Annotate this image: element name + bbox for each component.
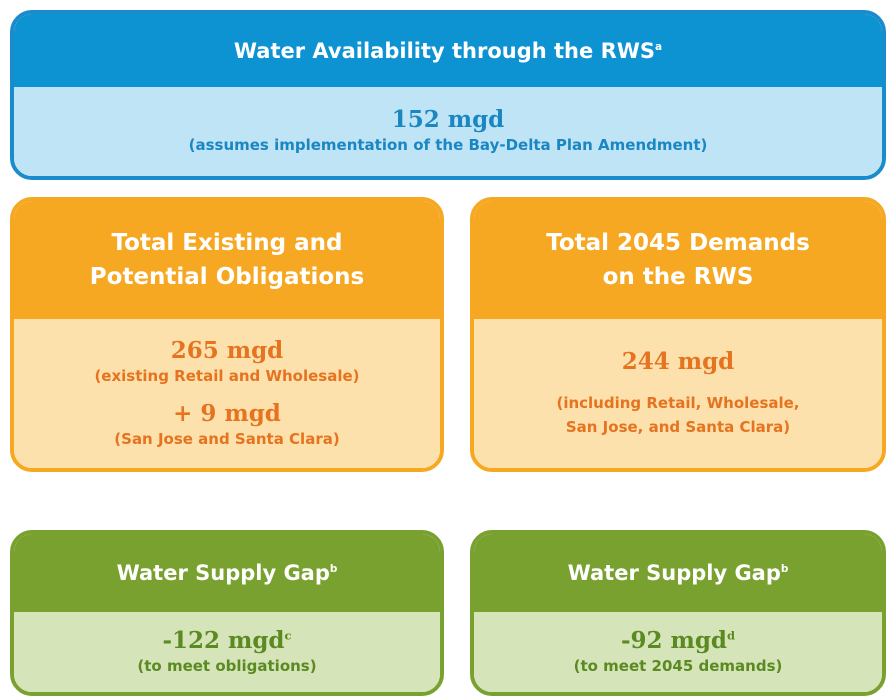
- demands-body: 244 mgd (including Retail, Wholesale, Sa…: [474, 319, 882, 468]
- note: (San Jose and Santa Clara): [114, 429, 340, 448]
- title-text: Water Availability through the RWS: [233, 38, 656, 63]
- note: (assumes implementation of the Bay-Delta…: [188, 136, 708, 154]
- footnote-mark: b: [329, 563, 338, 575]
- demands-header: Total 2045 Demands on the RWS: [474, 201, 882, 319]
- value: -92 mgd: [620, 626, 727, 654]
- note: (to meet 2045 demands): [573, 656, 783, 675]
- gap-box: Water Supply Gapb -122 mgdc (to meet obl…: [10, 530, 444, 696]
- title-line: on the RWS: [602, 264, 754, 290]
- availability-body: 152 mgd (assumes implementation of the B…: [14, 87, 882, 176]
- gap-title: Water Supply Gapb: [568, 561, 789, 585]
- availability-box: Water Availability through the RWSa 152 …: [10, 10, 886, 180]
- value: + 9 mgd: [173, 399, 281, 427]
- footnote-mark: a: [655, 40, 663, 53]
- gap-header: Water Supply Gapb: [474, 534, 882, 612]
- gap-body: -92 mgdd (to meet 2045 demands): [474, 612, 882, 692]
- obligations-box: Total Existing and Potential Obligations…: [10, 197, 444, 472]
- footnote-mark: b: [780, 563, 789, 575]
- title-line: Total 2045 Demands: [546, 230, 810, 256]
- title-text: Water Supply Gap: [116, 561, 330, 585]
- note: (to meet obligations): [137, 656, 317, 675]
- value: 244 mgd: [621, 348, 735, 375]
- value: 152 mgd: [391, 106, 505, 133]
- obligations-body: 265 mgd (existing Retail and Wholesale) …: [14, 319, 440, 468]
- demands-box: Total 2045 Demands on the RWS 244 mgd (i…: [470, 197, 886, 472]
- footnote-mark: c: [284, 627, 292, 642]
- value: -122 mgd: [162, 626, 285, 654]
- title-text: Water Supply Gap: [567, 561, 781, 585]
- note: (existing Retail and Wholesale): [94, 366, 360, 385]
- value: 265 mgd: [170, 336, 284, 364]
- gap-title: Water Supply Gapb: [117, 561, 338, 585]
- gap-value: -122 mgdc: [162, 627, 291, 654]
- footnote-mark: d: [727, 627, 736, 642]
- obligations-header: Total Existing and Potential Obligations: [14, 201, 440, 319]
- gap-value: -92 mgdd: [621, 627, 735, 654]
- gap-box: Water Supply Gapb -92 mgdd (to meet 2045…: [470, 530, 886, 696]
- note: (including Retail, Wholesale,: [556, 394, 800, 412]
- title-line: Potential Obligations: [89, 264, 365, 290]
- availability-title: Water Availability through the RWSa: [234, 39, 662, 63]
- gap-header: Water Supply Gapb: [14, 534, 440, 612]
- gap-body: -122 mgdc (to meet obligations): [14, 612, 440, 692]
- availability-header: Water Availability through the RWSa: [14, 14, 882, 87]
- title-line: Total Existing and: [111, 230, 343, 256]
- note: San Jose, and Santa Clara): [565, 418, 791, 436]
